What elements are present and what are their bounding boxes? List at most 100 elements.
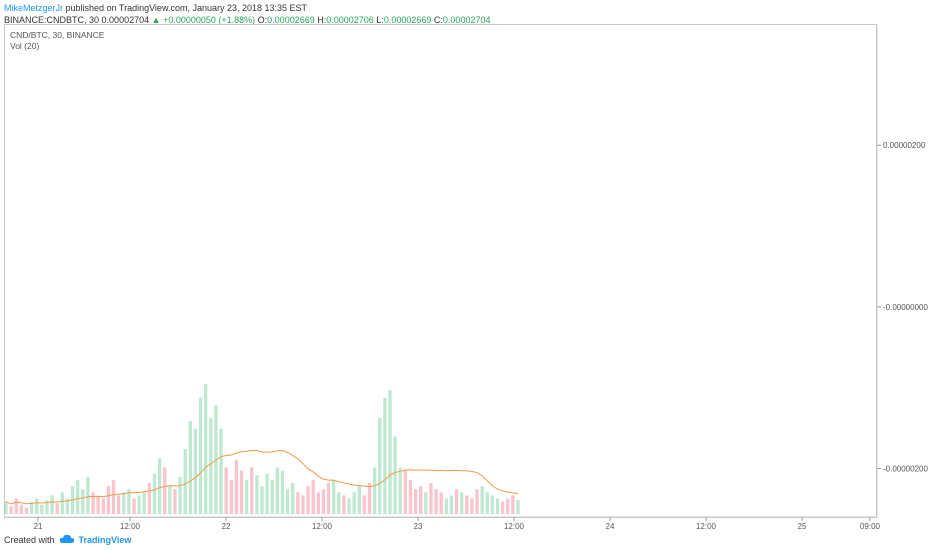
volume-bar (55, 503, 59, 514)
open-label: O: (257, 15, 268, 25)
volume-bar (209, 417, 213, 514)
volume-bar (475, 489, 479, 514)
volume-bar (40, 504, 44, 514)
x-tick-label: 09:00 (860, 522, 881, 531)
volume-bar (65, 498, 70, 514)
x-tick-label: 12:00 (696, 522, 717, 531)
volume-bar (173, 489, 177, 514)
volume-bar (398, 467, 402, 514)
volume-bar (342, 495, 346, 514)
low-label: L: (376, 15, 384, 25)
volume-bar (337, 492, 341, 514)
change-value: +0.00000050 (+1.88%) (163, 15, 256, 25)
volume-bar (45, 500, 49, 514)
volume-bar (444, 498, 448, 514)
volume-bar (234, 459, 239, 514)
footer: Created with TradingView (4, 534, 131, 546)
volume-bar (152, 473, 157, 514)
high-label: H: (317, 15, 327, 25)
volume-bar (111, 479, 116, 514)
close-value: 0.00002704 (442, 15, 491, 25)
volume-bar (198, 397, 203, 514)
volume-bar (127, 489, 131, 514)
volume-bar (383, 397, 387, 514)
x-tick-label: 22 (222, 522, 231, 531)
volume-bar (439, 492, 443, 514)
volume-bar (306, 486, 310, 514)
volume-bar (81, 489, 85, 514)
x-tick-label: 21 (34, 522, 43, 531)
created-with-label: Created with (4, 535, 55, 545)
volume-bar (106, 486, 111, 514)
volume-bar (19, 504, 24, 514)
y-tick-label: -0.00000000 (883, 303, 928, 312)
volume-bar (480, 486, 484, 514)
volume-bar (280, 470, 285, 514)
volume-bar (137, 495, 141, 514)
volume-bar (60, 492, 64, 514)
publish-info: published on TradingView.com, January 23… (65, 3, 308, 13)
volume-bar (301, 495, 305, 514)
volume-bar (270, 479, 274, 514)
volume-bar (239, 470, 244, 514)
volume-bar (362, 495, 367, 514)
volume-bar (424, 492, 428, 514)
volume-bar (229, 479, 233, 514)
volume-bar (29, 501, 34, 514)
volume-bar (250, 467, 254, 514)
y-tick-label: -0.00000200 (883, 465, 928, 474)
close-label: C: (433, 15, 443, 25)
volume-bar (500, 501, 505, 514)
chart-area[interactable]: 0.000034000.000032000.000030000.00002800… (4, 24, 930, 531)
volume-bar (332, 479, 336, 514)
volume-bar (285, 489, 290, 514)
volume-bar (434, 489, 438, 514)
volume-bar (275, 467, 280, 514)
chart-legend-title: CND/BTC, 30, BINANCE (10, 30, 105, 40)
volume-bar (255, 475, 259, 514)
volume-bar (388, 390, 392, 514)
tradingview-brand[interactable]: TradingView (78, 535, 132, 545)
volume-ma-line (5, 449, 519, 505)
volume-bar (408, 479, 413, 514)
tradingview-cloud-icon (59, 534, 75, 546)
change-up-icon: ▲ (151, 15, 161, 25)
volume-bar (470, 498, 474, 514)
symbol-label: BINANCE:CNDBTC, 30 (4, 15, 100, 25)
x-tick-label: 12:00 (120, 522, 141, 531)
volume-bar (163, 467, 167, 514)
volume-bar (454, 489, 459, 514)
volume-bar (244, 479, 249, 514)
volume-bar (378, 417, 382, 514)
volume-bar (188, 421, 192, 514)
volume-bar (14, 498, 18, 514)
volume-bar (50, 495, 54, 514)
volume-bar (142, 492, 146, 514)
volume-bar (35, 498, 39, 514)
volume-bar (147, 483, 152, 514)
volume-bar (183, 448, 187, 514)
volume-bar (132, 498, 136, 514)
x-tick-label: 24 (606, 522, 615, 531)
volume-bar (506, 498, 510, 514)
volume-bar (516, 500, 520, 514)
volume-bar (311, 479, 315, 514)
author-link[interactable]: MikeMetzgerJr (4, 3, 64, 13)
volume-bar (91, 492, 95, 514)
volume-bar (449, 495, 454, 514)
volume-bar (403, 470, 408, 514)
volume-bar (495, 498, 500, 514)
volume-bar (419, 486, 423, 514)
volume-bar (76, 479, 80, 514)
volume-bar (122, 492, 126, 514)
volume-bar (24, 507, 29, 514)
open-value: 0.00002669 (267, 15, 315, 25)
last-price: 0.00002704 (101, 15, 150, 25)
volume-bar (101, 498, 105, 514)
chart-header: MikeMetzgerJr published on TradingView.c… (4, 2, 490, 26)
volume-bar (485, 492, 489, 514)
price-chart[interactable]: 0.000034000.000032000.000030000.00002800… (4, 24, 930, 531)
volume-bar (219, 428, 223, 514)
volume-bar (352, 492, 356, 514)
volume-bar (372, 467, 377, 514)
